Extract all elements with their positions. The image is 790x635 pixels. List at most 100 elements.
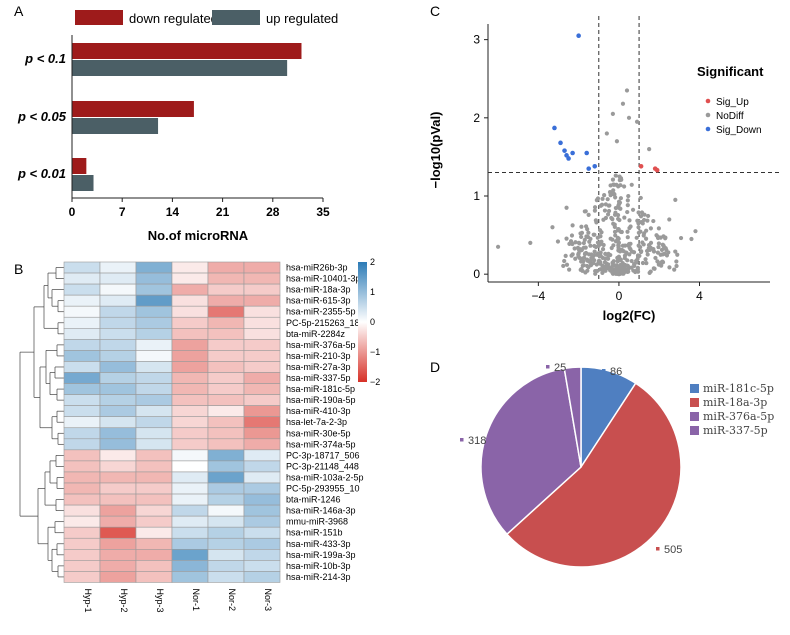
- point-nodiff: [651, 266, 656, 271]
- point-nodiff: [625, 267, 630, 272]
- point-sig-down: [570, 150, 575, 156]
- heatmap-cell: [99, 471, 137, 484]
- point-nodiff: [645, 218, 650, 223]
- point-nodiff: [568, 239, 574, 244]
- point-nodiff: [635, 218, 640, 223]
- point-nodiff: [570, 252, 575, 257]
- point-nodiff: [641, 233, 646, 238]
- legend-label-a: up regulated: [266, 11, 338, 26]
- heatmap-cell: [135, 361, 173, 373]
- point-nodiff: [629, 182, 634, 187]
- heatmap-cell: [135, 272, 173, 285]
- heatmap-cell: [135, 515, 173, 528]
- heatmap-cell: [135, 427, 173, 440]
- point-nodiff: [610, 177, 616, 182]
- pie-label-marker: [460, 438, 464, 442]
- axis-a: p < 0.1 p < 0.05 p < 0.01 0 7 14 21 28 35: [17, 35, 330, 219]
- point-nodiff: [631, 250, 637, 255]
- point-nodiff: [606, 208, 612, 214]
- point-sig-down: [592, 163, 598, 169]
- point-nodiff: [616, 227, 621, 232]
- row-label: bta-miR-2284z: [286, 329, 346, 339]
- legend-swatch-d: [690, 412, 699, 421]
- point-nodiff: [563, 253, 568, 258]
- heatmap-cell: [243, 405, 281, 417]
- heatmap-cell: [207, 537, 245, 550]
- heatmap-cell: [135, 460, 173, 473]
- colorbar-tick-label: 0: [370, 317, 375, 327]
- heatmap-cell: [171, 272, 209, 285]
- heatmap-cell: [243, 327, 281, 340]
- point-nodiff: [675, 252, 680, 257]
- heatmap-cell: [171, 416, 209, 429]
- point-nodiff: [645, 252, 650, 257]
- point-nodiff: [638, 214, 644, 219]
- heatmap-cell: [243, 283, 281, 296]
- bar-down-regulated-2: [72, 158, 87, 174]
- point-nodiff: [636, 230, 641, 235]
- heatmap-cell: [99, 339, 137, 351]
- row-label: hsa-miR26b-3p: [286, 263, 348, 273]
- point-nodiff: [620, 243, 626, 248]
- point-nodiff: [582, 252, 588, 257]
- pie-label-marker: [546, 365, 550, 369]
- point-nodiff: [609, 245, 614, 251]
- heatmap-cell: [243, 548, 281, 561]
- point-nodiff: [592, 249, 597, 254]
- point-nodiff: [626, 115, 632, 120]
- heatmap-cell: [243, 438, 281, 451]
- point-nodiff: [588, 243, 593, 248]
- heatmap-cell: [63, 294, 101, 307]
- point-nodiff: [625, 258, 630, 263]
- heatmap-cell: [171, 571, 209, 583]
- heatmap-cell: [171, 460, 209, 473]
- point-nodiff: [606, 253, 612, 258]
- heatmap-cell: [99, 504, 137, 517]
- x-axis-label-c: log2(FC): [603, 308, 656, 323]
- heatmap-cell: [171, 427, 209, 440]
- heatmap-cell: [243, 471, 281, 484]
- legend-title-c: Significant: [697, 64, 764, 79]
- heatmap-cell: [171, 394, 209, 406]
- point-nodiff: [616, 203, 621, 208]
- heatmap-cell: [207, 571, 245, 583]
- point-nodiff: [626, 193, 631, 199]
- point-nodiff: [615, 213, 621, 218]
- point-nodiff: [594, 262, 599, 267]
- heatmap-cell: [135, 504, 173, 517]
- point-nodiff: [627, 241, 632, 247]
- point-nodiff: [567, 267, 572, 272]
- point-nodiff: [655, 259, 660, 264]
- point-nodiff: [651, 218, 656, 224]
- point-nodiff: [635, 255, 641, 260]
- point-nodiff: [678, 235, 684, 241]
- heatmap-cell: [135, 438, 173, 451]
- heatmap-cell: [243, 305, 281, 318]
- point-nodiff: [613, 263, 618, 268]
- heatmap-cell: [207, 438, 245, 451]
- heatmap-cell: [63, 537, 101, 550]
- y-tick-label-c: 2: [473, 111, 480, 125]
- heatmap-cell: [135, 327, 173, 340]
- point-nodiff: [620, 260, 625, 266]
- point-nodiff: [579, 259, 584, 264]
- heatmap-cell: [99, 416, 137, 429]
- point-nodiff: [577, 241, 582, 246]
- row-label: hsa-miR-214-3p: [286, 572, 351, 582]
- heatmap-cell: [171, 449, 209, 462]
- point-nodiff: [674, 259, 679, 264]
- point-nodiff: [624, 250, 629, 255]
- point-nodiff: [612, 224, 617, 230]
- heatmap-cell: [63, 383, 101, 395]
- heatmap-cell: [207, 350, 245, 362]
- pie-slice-miR-18a-3p: [505, 382, 682, 568]
- heatmap-cell: [243, 537, 281, 550]
- point-nodiff: [615, 266, 621, 271]
- point-nodiff: [622, 267, 627, 272]
- heatmap-cell: [207, 504, 245, 517]
- point-nodiff: [628, 224, 633, 229]
- point-nodiff: [602, 193, 607, 198]
- point-nodiff: [582, 209, 587, 214]
- column-label: Nor-1: [191, 588, 201, 611]
- point-nodiff: [596, 258, 602, 263]
